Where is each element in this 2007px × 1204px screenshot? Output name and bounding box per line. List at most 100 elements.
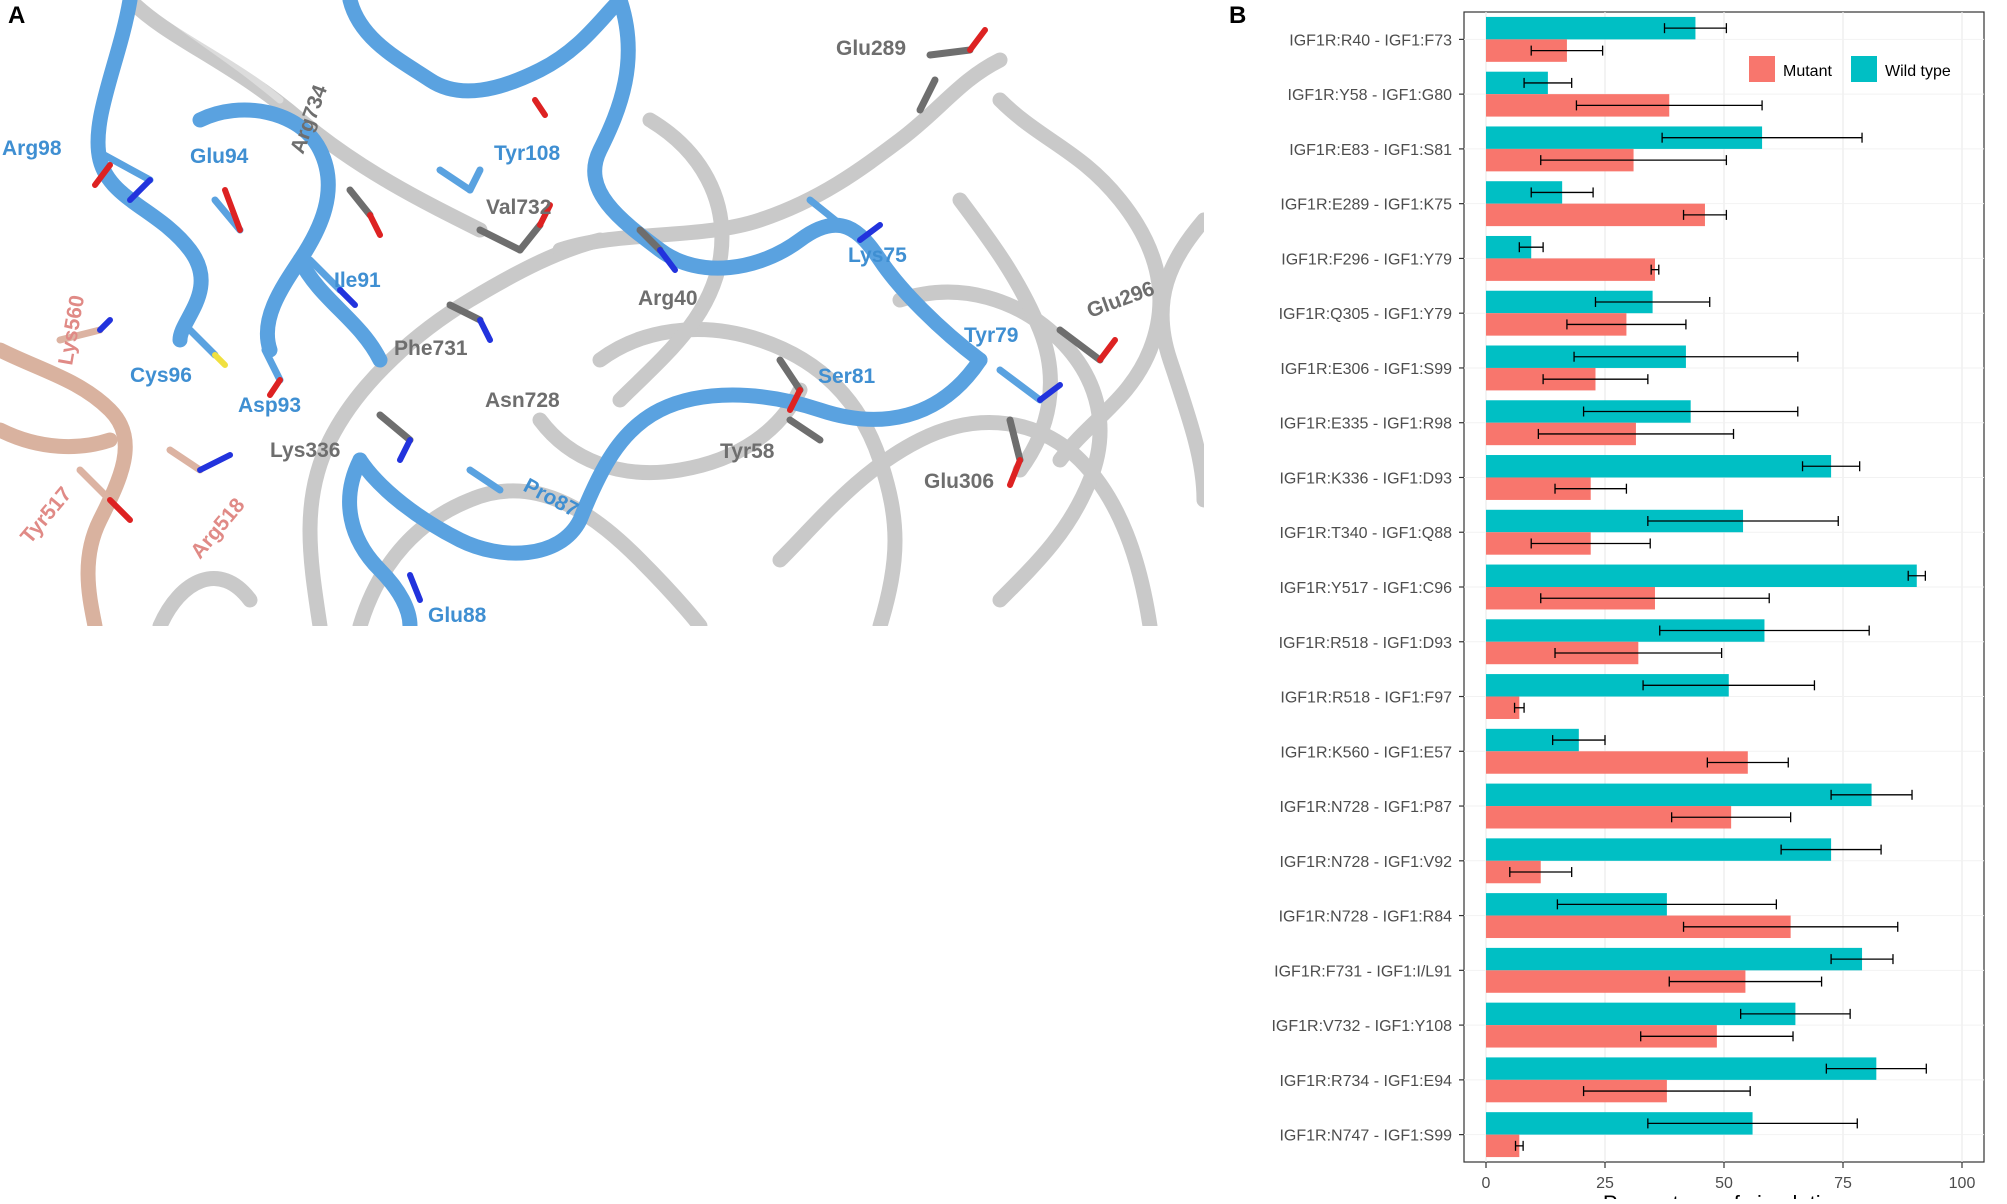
bar-wild-type (1486, 290, 1653, 314)
y-tick-label: IGF1R:K336 - IGF1:D93 (1279, 470, 1452, 487)
bond-stick (397, 437, 413, 463)
bar-wild-type (1486, 16, 1696, 40)
y-tick-label: IGF1R:K560 - IGF1:E57 (1280, 744, 1452, 761)
residue-label: Asp93 (238, 394, 301, 417)
bond-stick (476, 226, 524, 254)
bond-stick (91, 146, 154, 184)
y-tick-labels: IGF1R:R40 - IGF1:F73 IGF1R:Y58 - IGF1:G80… (1271, 32, 1464, 1145)
bar-mutant (1486, 696, 1520, 719)
bond-stick (1006, 416, 1024, 464)
y-tick-label: IGF1R:N728 - IGF1:R84 (1279, 909, 1452, 926)
bond-stick (537, 202, 553, 228)
bond-stick (76, 466, 114, 504)
bond-stick (127, 177, 153, 203)
bond-stick (532, 97, 548, 118)
bond-stick (806, 196, 864, 244)
bar-wild-type (1486, 509, 1744, 533)
residue-label: Glu94 (190, 145, 249, 168)
bond-stick (446, 301, 484, 324)
bar-wild-type (1486, 674, 1729, 697)
bar-mutant (1486, 367, 1596, 391)
bond-stick (212, 352, 228, 368)
bond-stick (1007, 457, 1023, 488)
bar-mutant (1486, 1134, 1520, 1158)
bar-mutant (1486, 1025, 1717, 1048)
bond-stick (516, 221, 544, 254)
x-axis-label: Percentage of simulation (1603, 1191, 1845, 1199)
bar-mutant (1486, 806, 1732, 829)
bond-stick (186, 326, 219, 359)
residue-label: Tyr58 (720, 440, 775, 463)
bar-mutant (1486, 477, 1591, 500)
bond-stick (107, 497, 133, 523)
y-tick-label: IGF1R:R518 - IGF1:D93 (1279, 635, 1452, 652)
bar-wild-type (1486, 728, 1579, 752)
y-tick-label: IGF1R:R734 - IGF1:E94 (1279, 1073, 1452, 1090)
molecular-structure-image: Arg98 Glu94 Cys96 Asp93 Ile91 Tyr108 Lys75 Ser8… (0, 0, 1212, 634)
bond-stick (376, 411, 414, 444)
bar-wild-type (1486, 455, 1832, 478)
bar-wild-type (1486, 1057, 1877, 1080)
bond-stick (466, 466, 504, 494)
bar-wild-type (1486, 619, 1765, 642)
legend-label: Wild type (1885, 63, 1951, 80)
bond-stick (56, 326, 104, 344)
bond-stick (1056, 326, 1104, 364)
bond-stick (337, 287, 358, 308)
y-tick-label: IGF1R:E335 - IGF1:R98 (1279, 416, 1452, 433)
x-tick-label: 0 (1482, 1175, 1491, 1192)
bond-stick (92, 162, 113, 188)
bond-stick (97, 317, 113, 333)
legend: Mutant Wild type (1749, 56, 1951, 82)
bar-chart: IGF1R:R40 - IGF1:F73 IGF1R:Y58 - IGF1:G80… (1271, 11, 1985, 1204)
structure-panel: Arg98 Glu94 Cys96 Asp93 Ile91 Tyr108 Lys75 Ser8… (0, 0, 1212, 634)
error-bars (1509, 23, 1927, 1151)
residue-label: Tyr108 (494, 142, 560, 165)
bar-wild-type (1486, 564, 1917, 587)
y-tick-label: IGF1R:Y517 - IGF1:C96 (1279, 580, 1452, 597)
x-tick-label: 50 (1715, 1175, 1733, 1192)
bond-stick (787, 387, 803, 413)
y-tick-label: IGF1R:V732 - IGF1:Y108 (1271, 1018, 1452, 1035)
bond-stick (261, 346, 284, 384)
legend-label: Mutant (1783, 63, 1832, 80)
panel-b-letter: B (1229, 2, 1247, 29)
bar-wild-type (1486, 1112, 1753, 1135)
bond-stick (1097, 337, 1118, 363)
bar-mutant (1486, 203, 1705, 227)
bond-stick (916, 76, 939, 114)
residue-label: Val732 (486, 196, 551, 219)
residue-label: Asn728 (485, 389, 560, 412)
bar-mutant (1486, 1079, 1667, 1103)
y-tick-label: IGF1R:N728 - IGF1:V92 (1279, 854, 1452, 871)
legend-swatch (1851, 56, 1877, 82)
bar-mutant (1486, 258, 1655, 281)
bond-stick (436, 166, 474, 194)
bar-mutant (1486, 751, 1748, 774)
bond-stick (996, 366, 1044, 404)
y-tick-label: IGF1R:F296 - IGF1:Y79 (1281, 251, 1452, 268)
residue-label: Glu88 (428, 604, 487, 626)
bond-stick (166, 446, 204, 474)
protein-ribbons (0, 0, 1212, 634)
bar-wild-type (1486, 783, 1872, 807)
bond-stick (786, 416, 824, 444)
bond-stick (967, 27, 988, 53)
x-axis-ticks: 0 25 50 75 100 (1482, 1162, 1976, 1192)
residue-sticks (56, 27, 1118, 603)
bond-stick (636, 226, 664, 254)
x-tick-label: 100 (1949, 1175, 1976, 1192)
y-tick-label: IGF1R:N728 - IGF1:P87 (1279, 799, 1452, 816)
residue-label: Lys336 (270, 439, 340, 462)
residue-label: Ile91 (334, 269, 381, 292)
residue-label: Glu289 (836, 37, 906, 60)
residue-label: Glu306 (924, 470, 994, 493)
x-tick-label: 25 (1596, 1175, 1614, 1192)
x-tick-label: 75 (1834, 1175, 1852, 1192)
residue-label: Ser81 (818, 365, 876, 388)
bar-mutant (1486, 970, 1746, 993)
bar-wild-type (1486, 126, 1763, 149)
residue-label: Arg40 (638, 287, 698, 310)
bar-wild-type (1486, 71, 1548, 95)
bar-mutant (1486, 915, 1791, 939)
